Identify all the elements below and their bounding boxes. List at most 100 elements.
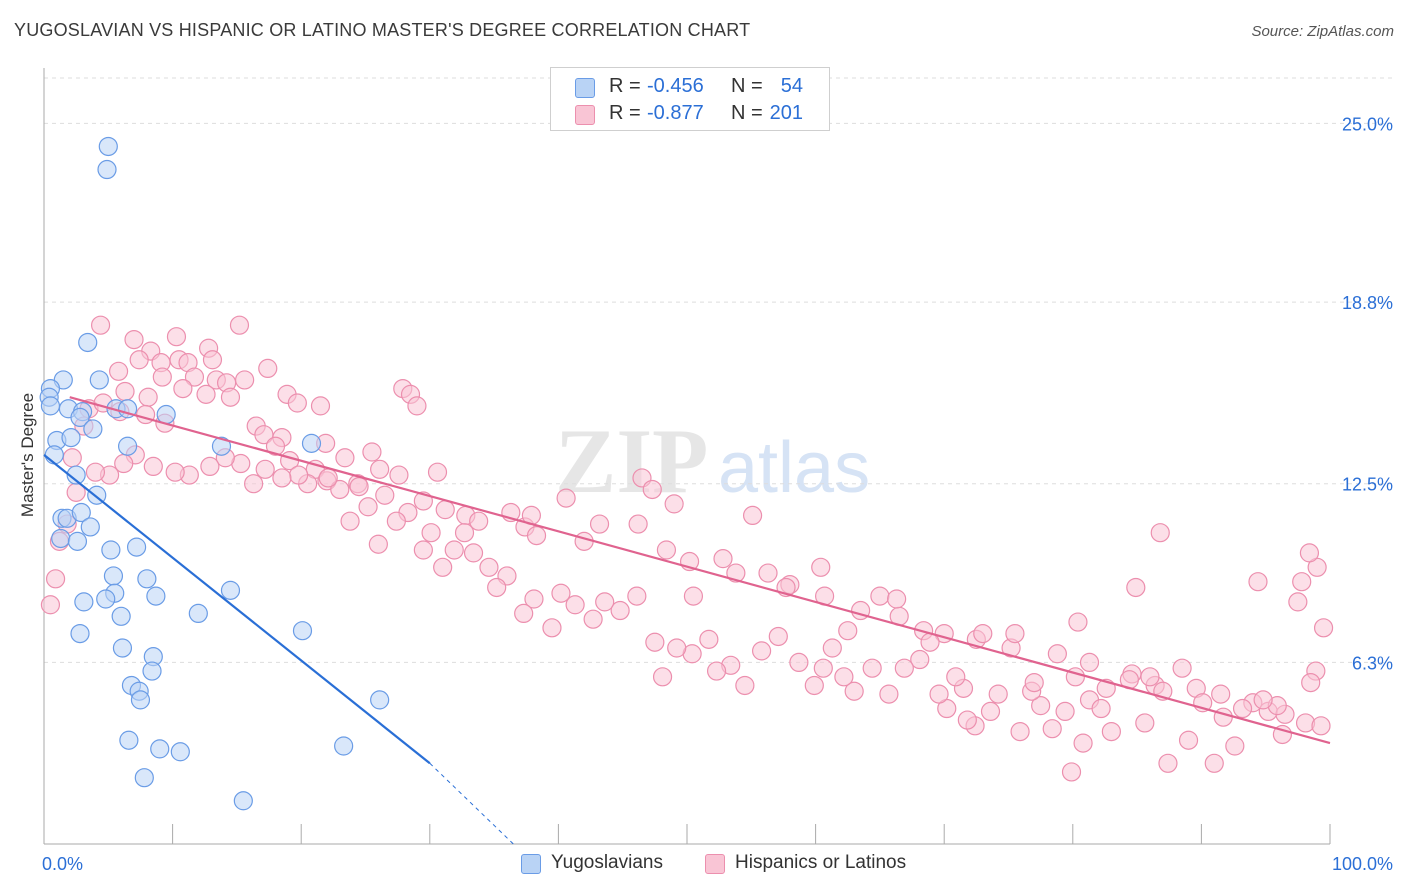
point-yugoslavians	[70, 623, 90, 644]
point-hispanics	[595, 592, 615, 612]
point-yugoslavians	[301, 433, 322, 453]
point-hispanics	[202, 350, 223, 370]
point-hispanics	[667, 638, 687, 658]
point-hispanics	[645, 632, 665, 652]
point-yugoslavians	[66, 465, 86, 485]
point-yugoslavians	[334, 736, 354, 756]
point-hispanics	[433, 557, 453, 577]
point-yugoslavians	[134, 768, 154, 788]
point-hispanics	[45, 569, 66, 589]
point-hispanics	[368, 534, 388, 554]
point-yugoslavians	[233, 791, 253, 811]
point-hispanics	[196, 384, 216, 404]
point-yugoslavians	[146, 586, 166, 606]
point-hispanics	[1031, 696, 1051, 716]
point-yugoslavians	[170, 742, 190, 762]
point-hispanics	[166, 327, 187, 347]
point-hispanics	[652, 667, 673, 687]
point-yugoslavians	[78, 332, 98, 353]
point-hispanics	[487, 577, 507, 598]
point-hispanics	[811, 557, 831, 577]
point-hispanics	[1091, 698, 1111, 719]
point-hispanics	[1101, 721, 1121, 742]
point-hispanics	[551, 583, 571, 603]
point-hispanics	[1126, 577, 1146, 598]
point-hispanics	[1292, 572, 1312, 592]
point-hispanics	[1172, 658, 1192, 678]
point-hispanics	[627, 586, 647, 606]
legend-r-value: -0.456	[647, 75, 704, 97]
point-hispanics	[813, 658, 833, 678]
point-hispanics	[804, 675, 824, 696]
chart-title: YUGOSLAVIAN VS HISPANIC OR LATINO MASTER…	[14, 20, 751, 40]
legend-r-label: R =	[609, 75, 641, 97]
point-hispanics	[85, 462, 106, 482]
x-tick-labels: 0.0% 100.0%	[42, 854, 1393, 874]
point-yugoslavians	[211, 436, 232, 456]
point-hispanics	[1232, 698, 1253, 719]
point-hispanics	[642, 479, 662, 500]
point-hispanics	[973, 623, 993, 644]
axes	[43, 68, 1331, 845]
point-hispanics	[929, 684, 949, 704]
point-hispanics	[1073, 733, 1093, 753]
point-hispanics	[834, 667, 854, 687]
point-yugoslavians	[103, 566, 124, 586]
point-hispanics	[469, 511, 489, 531]
legend-r-value: -0.877	[647, 102, 704, 124]
point-hispanics	[742, 505, 763, 526]
legend-n-label: N =	[731, 102, 763, 124]
point-hispanics	[699, 629, 719, 649]
legend-box: R = -0.456 N = 54 R = -0.877 N = 201	[550, 67, 830, 131]
point-yugoslavians	[112, 638, 133, 658]
point-hispanics	[1211, 684, 1231, 704]
point-hispanics	[1079, 652, 1100, 673]
trendline-yugoslavians-extension	[429, 762, 514, 845]
point-yugoslavians	[51, 528, 71, 549]
point-hispanics	[751, 641, 772, 661]
point-hispanics	[726, 563, 746, 583]
point-hispanics	[407, 396, 427, 416]
point-hispanics	[265, 436, 286, 456]
point-hispanics	[435, 500, 455, 520]
point-yugoslavians	[142, 661, 162, 681]
point-hispanics	[272, 468, 292, 488]
bottom-legend-label: Yugoslavians	[551, 852, 663, 873]
point-hispanics	[287, 393, 307, 413]
point-hispanics	[768, 626, 788, 647]
point-hispanics	[1042, 719, 1062, 739]
point-hispanics	[310, 396, 331, 416]
point-yugoslavians	[101, 540, 121, 560]
point-yugoslavians	[292, 621, 313, 641]
point-yugoslavians	[44, 445, 64, 465]
point-hispanics	[138, 387, 158, 407]
legend-swatch-yugoslavians	[575, 78, 595, 98]
point-hispanics	[542, 618, 562, 638]
point-hispanics	[108, 361, 129, 381]
point-hispanics	[152, 367, 172, 387]
point-hispanics	[589, 514, 610, 534]
trendline-yugoslavians	[43, 454, 431, 765]
point-hispanics	[318, 468, 338, 488]
point-hispanics	[1005, 623, 1025, 644]
point-hispanics	[115, 381, 135, 402]
point-hispanics	[565, 595, 585, 615]
point-yugoslavians	[96, 589, 116, 609]
trendlines	[43, 396, 1331, 845]
point-yugoslavians	[150, 739, 170, 759]
point-yugoslavians	[70, 407, 90, 428]
series-hispanics-or-latinos	[40, 315, 1334, 782]
point-hispanics	[713, 549, 733, 569]
point-hispanics	[229, 315, 250, 335]
point-hispanics	[454, 523, 475, 543]
point-hispanics	[184, 367, 205, 387]
point-hispanics	[556, 488, 576, 508]
point-yugoslavians	[188, 603, 208, 624]
point-hispanics	[1150, 523, 1170, 543]
point-hispanics	[706, 661, 727, 681]
point-hispanics	[887, 589, 907, 609]
point-hispanics	[444, 540, 464, 560]
point-yugoslavians	[71, 502, 91, 523]
point-hispanics	[375, 485, 395, 505]
point-hispanics	[524, 589, 544, 609]
